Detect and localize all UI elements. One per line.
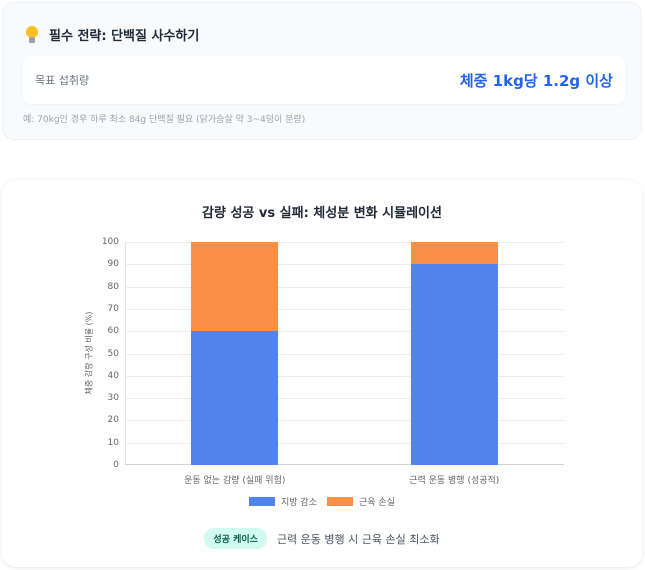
gridline: [125, 308, 564, 310]
tip-header: 필수 전략: 단백질 사수하기: [25, 25, 199, 44]
y-tick-label: 20: [107, 415, 119, 426]
legend-swatch-muscle: [327, 497, 353, 506]
bar-segment[interactable]: [410, 264, 498, 465]
x-tick-label: 근력 운동 병행 (성공적): [409, 476, 500, 486]
legend-swatch-fat: [249, 497, 276, 506]
bar-stack[interactable]: [410, 242, 498, 465]
footer-text: 근력 운동 병행 시 근육 손실 최소화: [276, 532, 440, 546]
legend: 지방 감소 근육 손실: [2, 495, 642, 508]
y-tick-label: 30: [107, 393, 119, 404]
legend-item-fat[interactable]: 지방 감소: [249, 495, 317, 508]
legend-item-muscle[interactable]: 근육 손실: [327, 495, 395, 508]
y-tick-label: 100: [101, 237, 119, 247]
gridline: [125, 264, 564, 266]
legend-label-fat: 지방 감소: [281, 498, 317, 508]
success-badge: 성공 케이스: [204, 528, 267, 549]
y-tick-label: 50: [107, 348, 119, 359]
chart-card: 감량 성공 vs 실패: 체성분 변화 시뮬레이션 체중 감량 구성 비율 (%…: [2, 180, 642, 567]
y-tick-label: 0: [113, 460, 119, 470]
y-tick-label: 80: [107, 281, 119, 292]
gridline: [125, 398, 564, 400]
plot-area: [125, 242, 564, 465]
target-label: 목표 섭취량: [35, 74, 90, 87]
y-tick-label: 40: [107, 370, 119, 381]
x-tick-label: 운동 없는 감량 (실패 위험): [184, 476, 286, 486]
bar-stack[interactable]: [191, 242, 279, 465]
gridline: [125, 331, 564, 333]
y-tick-label: 90: [107, 259, 119, 270]
bar-segment[interactable]: [191, 331, 279, 465]
tip-note: 예: 70kg인 경우 하루 최소 84g 단백질 필요 (닭가슴살 약 3~4…: [23, 115, 306, 125]
gridline: [125, 242, 564, 243]
protein-tip-card: 필수 전략: 단백질 사수하기 목표 섭취량 체중 1kg당 1.2g 이상 예…: [2, 2, 642, 140]
gridline: [125, 375, 564, 377]
legend-label-muscle: 근육 손실: [359, 498, 395, 508]
target-value: 체중 1kg당 1.2g 이상: [459, 71, 613, 90]
gridline: [125, 353, 564, 355]
tip-title: 필수 전략: 단백질 사수하기: [49, 29, 200, 44]
lightbulb-icon: [25, 25, 39, 44]
gridline: [125, 286, 564, 288]
target-intake-box: 목표 섭취량 체중 1kg당 1.2g 이상: [23, 56, 625, 104]
y-tick-label: 60: [107, 326, 119, 337]
chart-title: 감량 성공 vs 실패: 체성분 변화 시뮬레이션: [202, 206, 442, 221]
x-axis-line: [125, 464, 564, 465]
y-tick-label: 70: [107, 303, 119, 314]
chart-footer: 성공 케이스 근력 운동 병행 시 근육 손실 최소화: [2, 528, 642, 549]
bar-segment[interactable]: [191, 242, 279, 332]
gridline: [125, 420, 564, 422]
y-tick-label: 10: [107, 437, 119, 448]
gridline: [125, 442, 564, 444]
bar-segment[interactable]: [410, 242, 498, 265]
